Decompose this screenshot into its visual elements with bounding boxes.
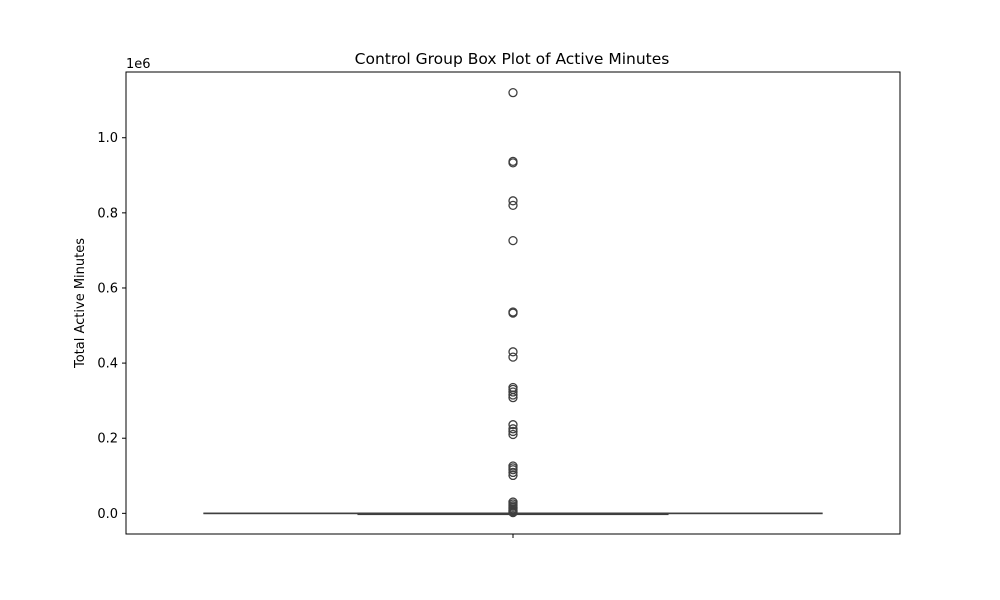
outlier-point <box>508 235 518 246</box>
outlier-point <box>508 387 518 397</box>
y-axis-ticks: 0.0 0.2 0.4 0.6 0.8 1.0 <box>97 131 126 522</box>
outlier-point <box>508 467 518 478</box>
outlier-point <box>508 507 518 518</box>
y-tick-label: 0.2 <box>97 432 118 447</box>
outlier-point <box>508 200 518 210</box>
outlier-group <box>508 88 518 518</box>
y-axis-label: Total Active Minutes <box>73 238 88 369</box>
chart-title: Control Group Box Plot of Active Minutes <box>355 50 670 68</box>
outlier-point <box>508 429 518 440</box>
outlier-point <box>508 347 518 357</box>
outlier-point <box>508 390 518 400</box>
outlier-point <box>508 393 518 403</box>
outlier-point <box>508 470 518 481</box>
outlier-point <box>508 424 518 434</box>
y-axis-offset-label: 1e6 <box>126 57 151 72</box>
outlier-point <box>508 308 518 318</box>
y-tick-label: 0.6 <box>97 281 118 296</box>
outlier-point <box>508 88 518 98</box>
outlier-point <box>508 158 518 168</box>
outlier-point <box>508 465 518 475</box>
y-tick-label: 0.4 <box>97 357 118 372</box>
y-tick-label: 0.8 <box>97 206 118 221</box>
outlier-point <box>508 352 518 362</box>
y-tick-label: 0.0 <box>97 507 118 522</box>
outlier-point <box>508 196 518 206</box>
outlier-point <box>508 426 518 437</box>
plot-area-frame <box>125 71 901 535</box>
outlier-point <box>508 420 518 430</box>
y-tick-label: 1.0 <box>97 131 118 146</box>
